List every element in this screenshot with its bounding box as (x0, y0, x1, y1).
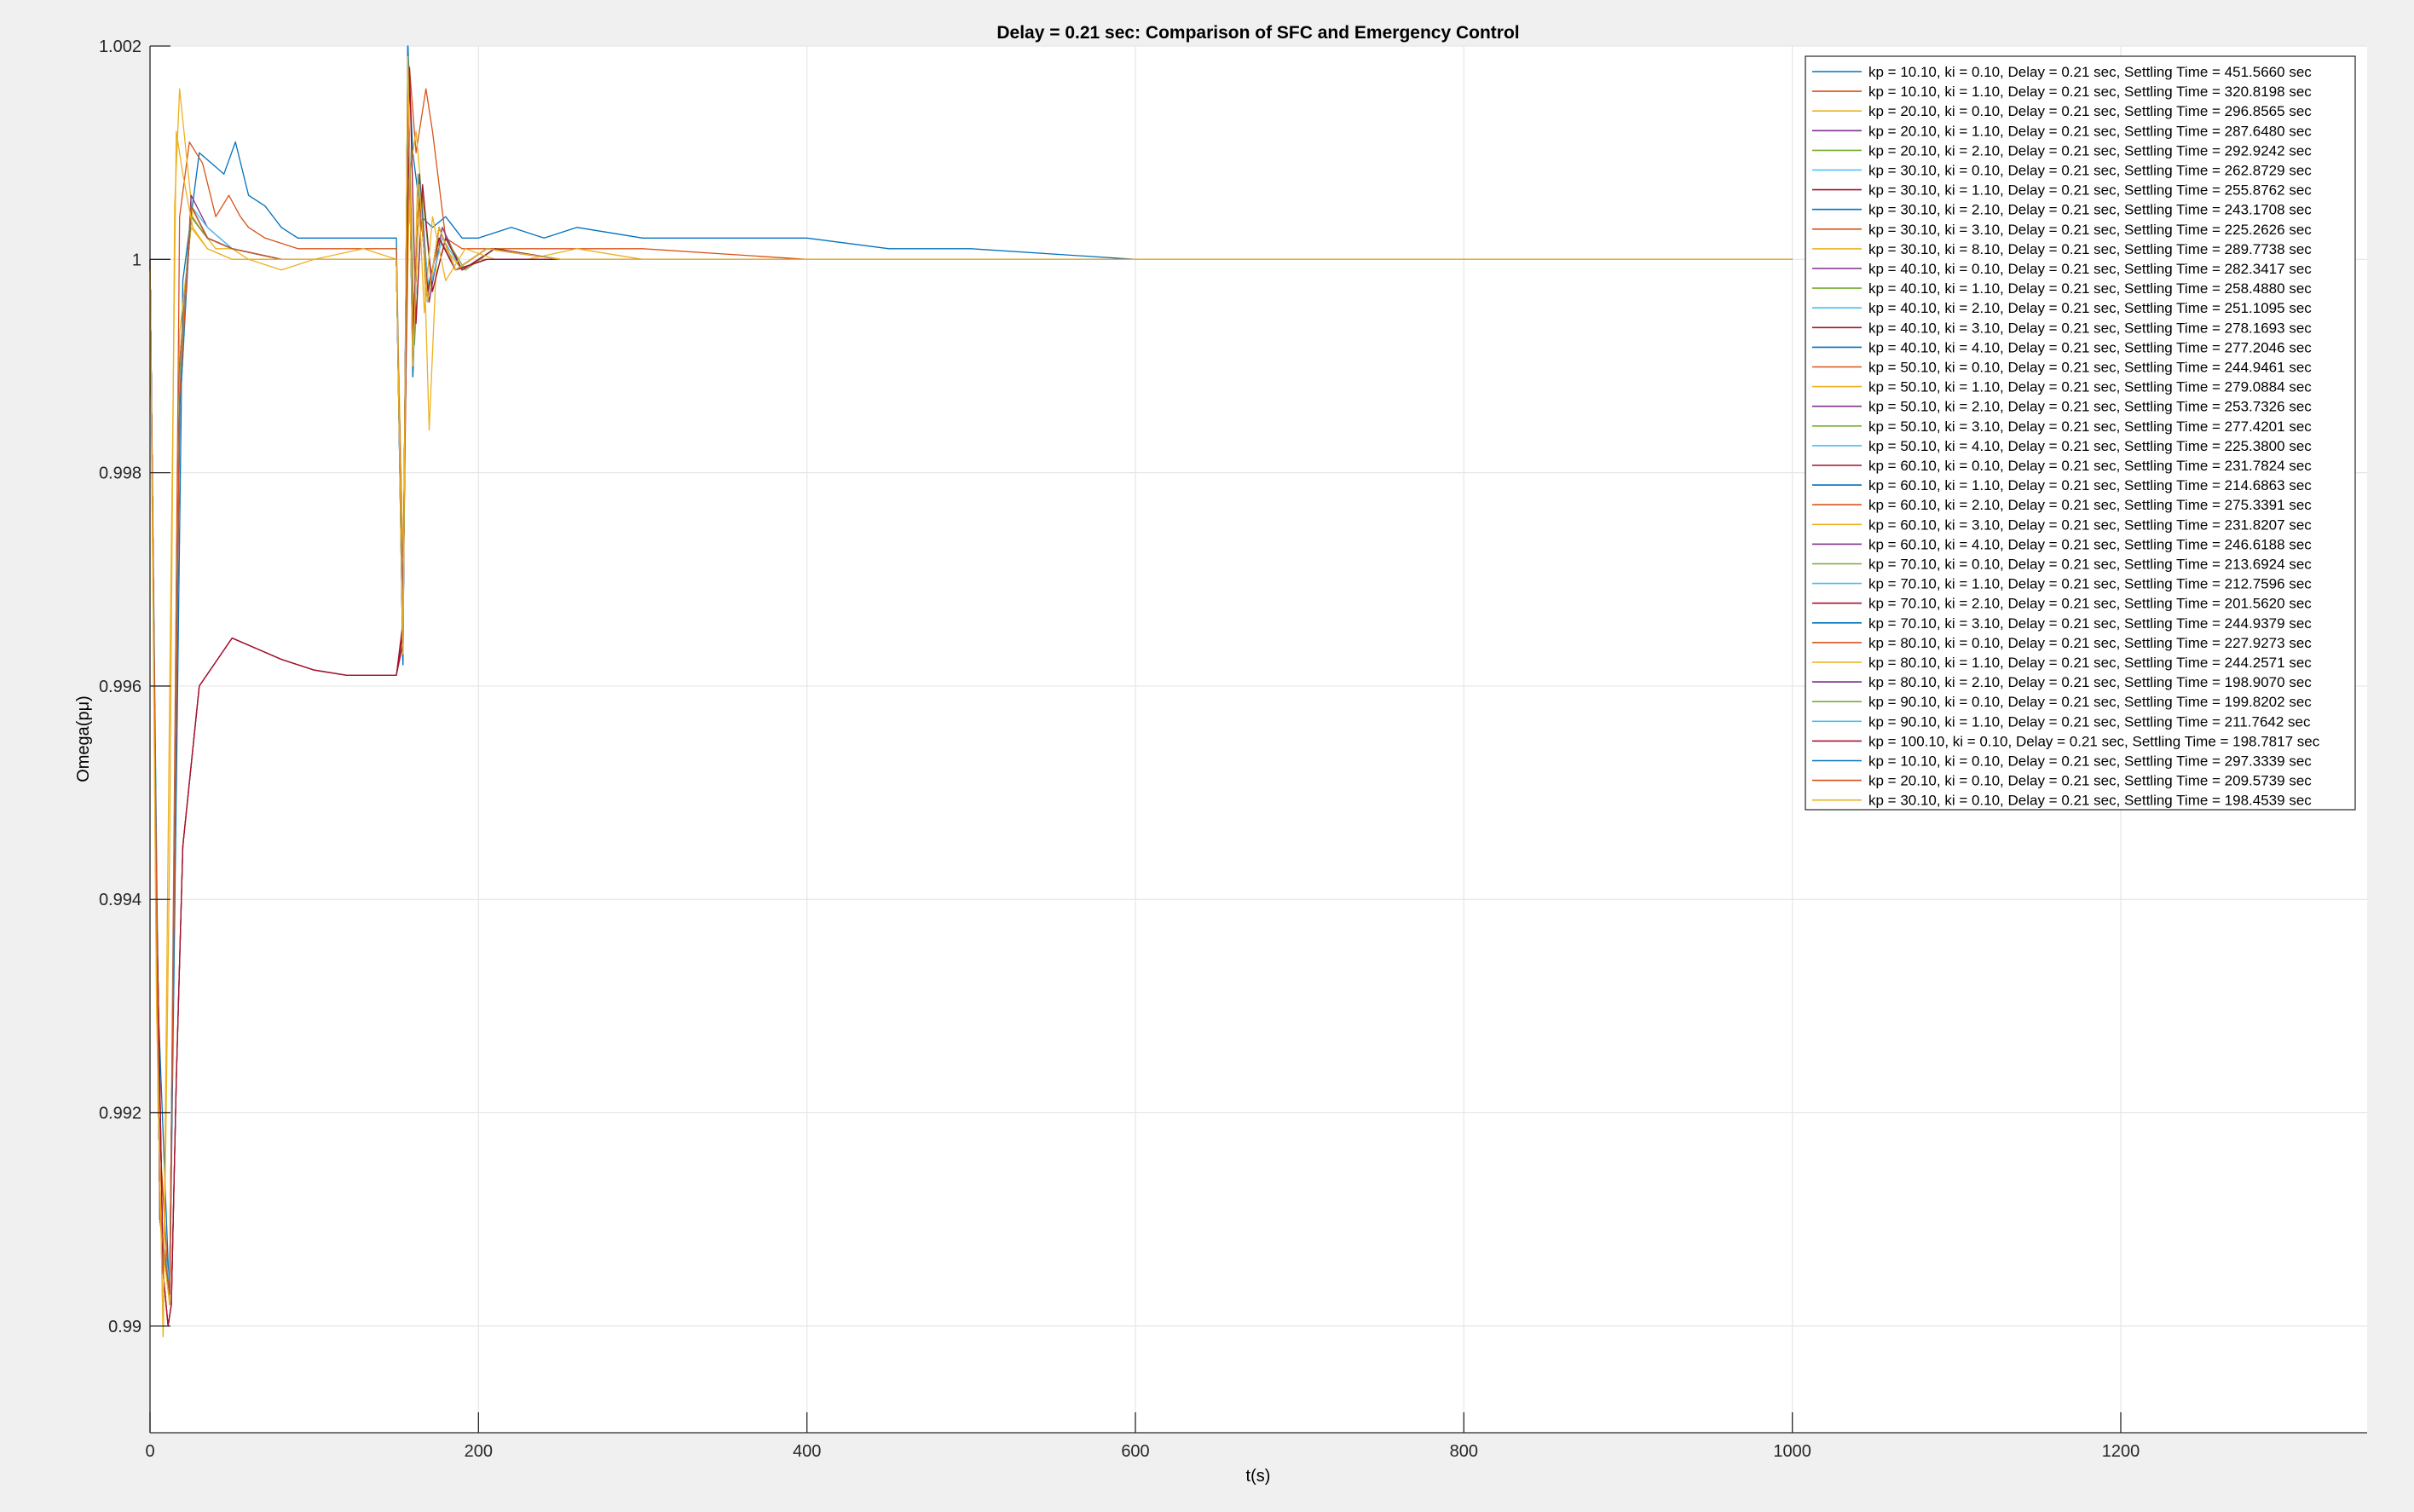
y-tick-label: 0.996 (99, 678, 141, 696)
legend-entry: kp = 80.10, ki = 2.10, Delay = 0.21 sec,… (1868, 674, 2312, 690)
legend-entry: kp = 50.10, ki = 1.10, Delay = 0.21 sec,… (1868, 379, 2312, 395)
legend-entry: kp = 60.10, ki = 2.10, Delay = 0.21 sec,… (1868, 497, 2312, 513)
legend-entry: kp = 40.10, ki = 1.10, Delay = 0.21 sec,… (1868, 280, 2312, 297)
legend-entry: kp = 20.10, ki = 0.10, Delay = 0.21 sec,… (1868, 103, 2312, 119)
legend-entry: kp = 40.10, ki = 4.10, Delay = 0.21 sec,… (1868, 339, 2312, 355)
legend-entry: kp = 50.10, ki = 3.10, Delay = 0.21 sec,… (1868, 418, 2312, 435)
y-axis-label: Omega(pμ) (74, 695, 93, 782)
series-line-38 (149, 55, 1793, 1338)
legend-entry: kp = 40.10, ki = 0.10, Delay = 0.21 sec,… (1868, 261, 2312, 277)
x-tick-label: 400 (793, 1442, 821, 1461)
y-tick-label: 0.992 (99, 1105, 141, 1123)
legend-entry: kp = 90.10, ki = 0.10, Delay = 0.21 sec,… (1868, 694, 2312, 710)
legend-entry: kp = 30.10, ki = 0.10, Delay = 0.21 sec,… (1868, 793, 2312, 809)
legend-entry: kp = 10.10, ki = 0.10, Delay = 0.21 sec,… (1868, 64, 2312, 80)
legend-entry: kp = 60.10, ki = 3.10, Delay = 0.21 sec,… (1868, 517, 2312, 533)
y-tick-label: 0.998 (99, 465, 141, 483)
series-group (149, 45, 1793, 1338)
x-axis-ticks: 0 200 400 600 800 1000 1200 (145, 1412, 2140, 1461)
legend-entry: kp = 30.10, ki = 2.10, Delay = 0.21 sec,… (1868, 202, 2312, 218)
legend-entry: kp = 30.10, ki = 1.10, Delay = 0.21 sec,… (1868, 182, 2312, 199)
legend-entry: kp = 20.10, ki = 2.10, Delay = 0.21 sec,… (1868, 142, 2312, 159)
legend-entry: kp = 50.10, ki = 4.10, Delay = 0.21 sec,… (1868, 438, 2312, 454)
chart-title: Delay = 0.21 sec: Comparison of SFC and … (996, 23, 1519, 43)
legend-entry: kp = 70.10, ki = 1.10, Delay = 0.21 sec,… (1868, 576, 2312, 592)
legend-entry: kp = 60.10, ki = 0.10, Delay = 0.21 sec,… (1868, 458, 2312, 474)
legend-entry: kp = 40.10, ki = 3.10, Delay = 0.21 sec,… (1868, 320, 2312, 336)
y-tick-label: 1.002 (99, 38, 141, 56)
y-tick-label: 0.99 (108, 1318, 141, 1336)
legend-entry: kp = 50.10, ki = 0.10, Delay = 0.21 sec,… (1868, 360, 2312, 376)
legend: kp = 10.10, ki = 0.10, Delay = 0.21 sec,… (1805, 55, 2356, 811)
legend-entry: kp = 90.10, ki = 1.10, Delay = 0.21 sec,… (1868, 713, 2311, 730)
legend-entry: kp = 20.10, ki = 1.10, Delay = 0.21 sec,… (1868, 123, 2312, 139)
legend-entry: kp = 80.10, ki = 1.10, Delay = 0.21 sec,… (1868, 655, 2312, 671)
legend-entry: kp = 30.10, ki = 0.10, Delay = 0.21 sec,… (1868, 163, 2312, 179)
axes-frame (149, 46, 2367, 1434)
y-axis-ticks: 0.99 0.992 0.994 0.996 0.998 1 1.002 (99, 38, 170, 1336)
x-tick-label: 1200 (2102, 1442, 2140, 1461)
legend-box (1805, 55, 2356, 811)
x-tick-label: 1000 (1773, 1442, 1811, 1461)
x-tick-label: 600 (1121, 1442, 1149, 1461)
legend-entry: kp = 70.10, ki = 3.10, Delay = 0.21 sec,… (1868, 615, 2312, 632)
legend-entry: kp = 70.10, ki = 0.10, Delay = 0.21 sec,… (1868, 557, 2312, 573)
x-axis-label: t(s) (1246, 1467, 1271, 1486)
y-tick-label: 1 (132, 251, 141, 269)
legend-entry: kp = 20.10, ki = 0.10, Delay = 0.21 sec,… (1868, 773, 2312, 789)
legend-entry: kp = 80.10, ki = 0.10, Delay = 0.21 sec,… (1868, 635, 2312, 651)
x-tick-label: 0 (145, 1442, 154, 1461)
legend-entry: kp = 60.10, ki = 1.10, Delay = 0.21 sec,… (1868, 477, 2312, 493)
y-tick-label: 0.994 (99, 891, 141, 909)
legend-entry: kp = 40.10, ki = 2.10, Delay = 0.21 sec,… (1868, 300, 2312, 316)
legend-entry: kp = 100.10, ki = 0.10, Delay = 0.21 sec… (1868, 733, 2320, 749)
series-line-35 (149, 77, 1793, 1327)
legend-entry: kp = 10.10, ki = 1.10, Delay = 0.21 sec,… (1868, 84, 2312, 100)
legend-entry: kp = 10.10, ki = 0.10, Delay = 0.21 sec,… (1868, 753, 2312, 770)
x-tick-label: 200 (465, 1442, 493, 1461)
series-line-1 (149, 45, 1793, 1306)
legend-entry: kp = 30.10, ki = 3.10, Delay = 0.21 sec,… (1868, 222, 2312, 238)
legend-entry: kp = 30.10, ki = 8.10, Delay = 0.21 sec,… (1868, 241, 2312, 257)
legend-entry: kp = 50.10, ki = 2.10, Delay = 0.21 sec,… (1868, 399, 2312, 415)
x-tick-label: 800 (1450, 1442, 1478, 1461)
legend-entry: kp = 70.10, ki = 2.10, Delay = 0.21 sec,… (1868, 596, 2312, 612)
legend-entry: kp = 60.10, ki = 4.10, Delay = 0.21 sec,… (1868, 536, 2312, 552)
